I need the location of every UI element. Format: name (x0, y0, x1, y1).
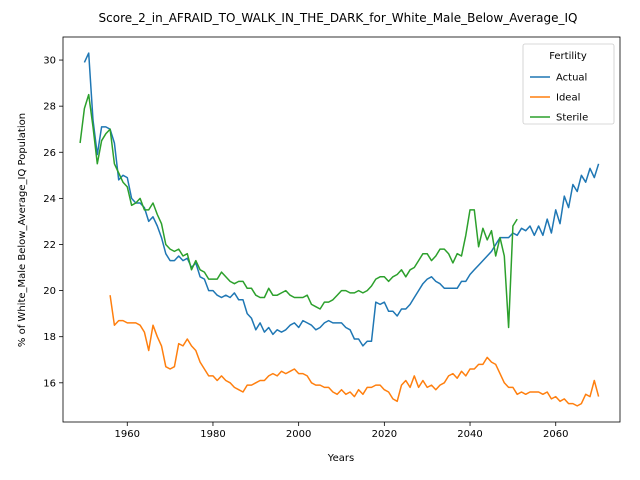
x-tick-label: 1960 (115, 429, 140, 440)
legend-label-actual: Actual (556, 73, 587, 84)
y-axis-ticks: 16 18 20 22 24 26 28 30 (43, 56, 63, 389)
legend-label-ideal: Ideal (556, 93, 580, 104)
y-tick-label: 20 (43, 286, 56, 297)
x-tick-label: 2000 (286, 429, 311, 440)
plot-frame (62, 36, 621, 423)
series-line-ideal (109, 295, 600, 407)
legend-items: Actual Ideal Sterile (530, 73, 588, 124)
x-tick-label: 1980 (200, 429, 225, 440)
y-tick-label: 24 (43, 194, 56, 205)
legend-label-sterile: Sterile (556, 113, 588, 124)
legend-box (522, 43, 615, 125)
x-axis-ticks: 1960 1980 2000 2020 2040 2060 (115, 422, 568, 440)
y-tick-label: 18 (43, 332, 56, 343)
series-group (79, 52, 600, 407)
legend: Fertility Actual Ideal Sterile (522, 43, 615, 125)
y-tick-label: 30 (43, 56, 56, 67)
legend-title: Fertility (549, 51, 587, 62)
y-tick-label: 22 (43, 240, 56, 251)
series-line-sterile (79, 93, 518, 329)
y-tick-label: 26 (43, 148, 56, 159)
x-tick-label: 2040 (457, 429, 482, 440)
x-tick-label: 2060 (543, 429, 568, 440)
y-axis-label: % of White_Male Below_Average_IQ Populat… (17, 113, 28, 347)
x-tick-label: 2020 (372, 429, 397, 440)
y-tick-label: 28 (43, 102, 56, 113)
y-tick-label: 16 (43, 378, 56, 389)
x-axis-label: Years (327, 453, 354, 464)
chart-title: Score_2_in_AFRAID_TO_WALK_IN_THE_DARK_fo… (99, 11, 578, 25)
